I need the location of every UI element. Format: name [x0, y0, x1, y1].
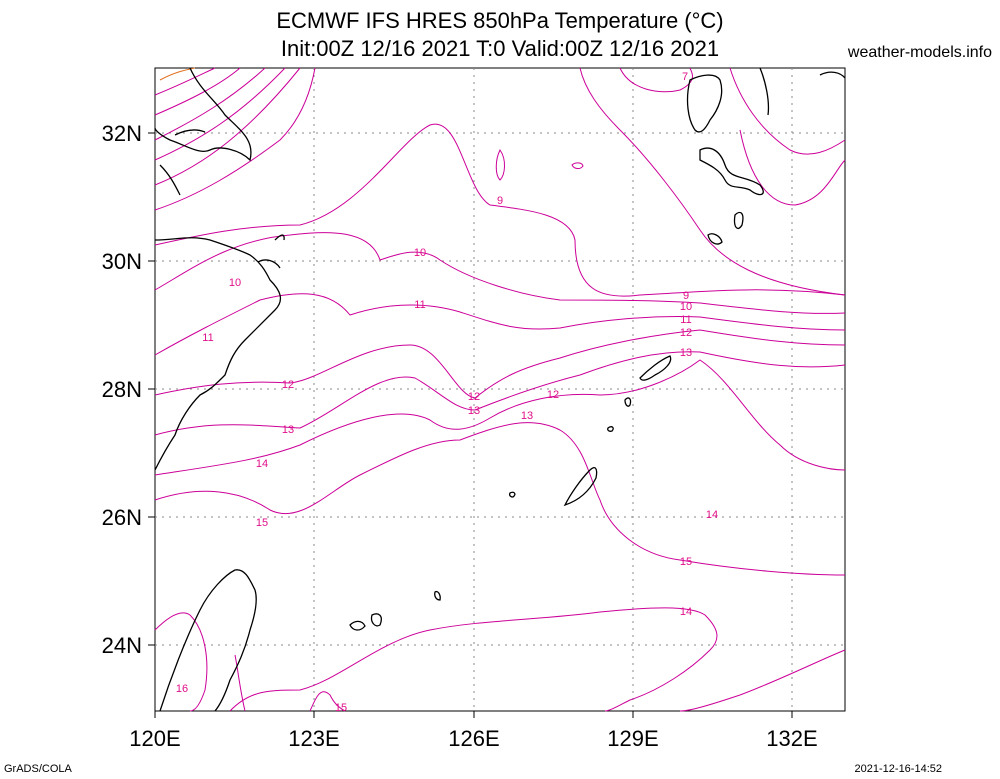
- contour-label: 14: [706, 509, 718, 521]
- contour-label: 7: [682, 71, 688, 83]
- contour-label: 16: [176, 683, 188, 695]
- contour-label: 10: [414, 247, 426, 259]
- lon-label-120e: 120E: [129, 726, 180, 751]
- contour-label: 11: [202, 332, 213, 344]
- lat-label-30n: 30N: [102, 249, 142, 274]
- contour-label: 9: [683, 290, 689, 302]
- lat-label-26n: 26N: [102, 505, 142, 530]
- contour-label: 13: [521, 410, 533, 422]
- axis-ticks: [148, 132, 793, 718]
- contour-label: 13: [680, 347, 692, 359]
- contour-label: 12: [547, 389, 559, 401]
- lon-label-123e: 123E: [288, 726, 339, 751]
- lon-label-129e: 129E: [607, 726, 658, 751]
- credit-label: weather-models.info: [847, 44, 992, 61]
- contour-label: 13: [282, 424, 294, 436]
- lon-label-126e: 126E: [448, 726, 499, 751]
- contour-label: 12: [282, 379, 294, 391]
- lat-label-28n: 28N: [102, 377, 142, 402]
- contour-label: 12: [468, 391, 480, 403]
- contour-label: 10: [229, 277, 241, 289]
- lat-label-32n: 32N: [102, 121, 142, 146]
- chart-subtitle: Init:00Z 12/16 2021 T:0 Valid:00Z 12/16 …: [280, 36, 720, 61]
- contour-label: 11: [414, 299, 425, 311]
- contour-label: 10: [680, 301, 692, 313]
- contour-label: 12: [680, 327, 692, 339]
- contour-label: 15: [680, 556, 692, 568]
- contour-label: 15: [335, 702, 347, 714]
- contour-label: 13: [468, 405, 480, 417]
- temperature-contours: [154, 67, 846, 712]
- contour-labels: 9 10 11 12 13 14 15 16 7 10 11 12 13 12 …: [176, 71, 718, 714]
- chart-title: ECMWF IFS HRES 850hPa Temperature (°C): [276, 8, 724, 33]
- contour-label: 11: [680, 314, 691, 326]
- grid-lines: [155, 68, 845, 711]
- footer-software-label: GrADS/COLA: [4, 763, 72, 775]
- coastlines: [154, 67, 846, 712]
- contour-label: 14: [256, 458, 268, 470]
- contour-label: 15: [256, 517, 268, 529]
- lon-label-132e: 132E: [766, 726, 817, 751]
- lat-label-24n: 24N: [102, 633, 142, 658]
- contour-label: 9: [497, 195, 503, 207]
- contour-label: 14: [680, 606, 692, 618]
- footer-timestamp: 2021-12-16-14:52: [854, 763, 942, 775]
